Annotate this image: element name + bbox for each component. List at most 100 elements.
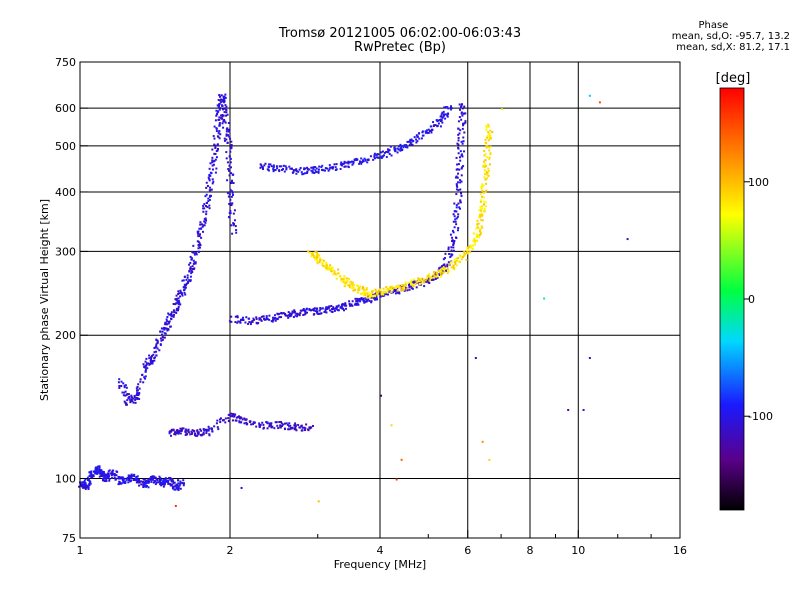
data-point — [288, 165, 291, 168]
data-point — [485, 141, 488, 144]
data-point — [394, 149, 397, 152]
data-point — [195, 253, 198, 256]
data-point — [385, 150, 388, 153]
data-point — [335, 277, 338, 280]
data-point — [292, 311, 295, 314]
data-point — [139, 380, 142, 383]
data-point — [339, 167, 342, 170]
data-point — [167, 322, 170, 325]
data-point — [481, 190, 484, 193]
data-point — [454, 176, 457, 179]
data-point — [241, 418, 244, 421]
data-point — [255, 316, 258, 319]
data-point — [489, 153, 492, 156]
data-point — [459, 201, 462, 204]
data-point — [205, 432, 208, 435]
data-point — [285, 167, 288, 170]
data-point — [453, 210, 456, 213]
data-point — [194, 251, 197, 254]
data-point — [240, 486, 243, 489]
data-point — [383, 294, 386, 297]
data-point — [379, 155, 382, 158]
data-point — [104, 475, 107, 478]
data-point — [417, 132, 420, 135]
data-point — [459, 105, 462, 108]
data-point — [143, 483, 146, 486]
data-point — [306, 170, 309, 173]
data-point — [457, 227, 460, 230]
data-point — [413, 136, 416, 139]
data-point — [192, 251, 195, 254]
data-point — [385, 288, 388, 291]
data-point — [211, 182, 214, 185]
data-point — [121, 476, 124, 479]
data-point — [170, 318, 173, 321]
x-tick-label: 1 — [77, 544, 84, 557]
data-point — [144, 484, 147, 487]
data-point — [170, 311, 173, 314]
data-point — [294, 425, 297, 428]
data-point — [343, 162, 346, 165]
data-point — [301, 426, 304, 429]
data-point — [160, 484, 163, 487]
data-point — [160, 339, 163, 342]
data-point — [441, 269, 444, 272]
data-point — [125, 402, 128, 405]
data-point — [306, 168, 309, 171]
data-point — [343, 285, 346, 288]
data-point — [420, 277, 423, 280]
data-point — [432, 276, 435, 279]
data-point — [331, 310, 334, 313]
data-point — [452, 264, 455, 267]
data-point — [476, 223, 479, 226]
data-point — [182, 427, 185, 430]
data-point — [278, 316, 281, 319]
data-point — [457, 213, 460, 216]
data-point — [375, 290, 378, 293]
y-tick-label: 300 — [55, 245, 76, 258]
data-point — [326, 167, 329, 170]
data-point — [269, 163, 272, 166]
data-point — [139, 480, 142, 483]
data-point — [457, 136, 460, 139]
data-point — [200, 434, 203, 437]
data-point — [311, 171, 314, 174]
data-point — [268, 318, 271, 321]
data-point — [240, 416, 243, 419]
data-point — [266, 317, 269, 320]
data-point — [221, 122, 224, 125]
data-point — [266, 168, 269, 171]
data-point — [439, 125, 442, 128]
data-point — [160, 333, 163, 336]
data-point — [274, 319, 277, 322]
data-point — [455, 184, 458, 187]
data-point — [311, 308, 314, 311]
data-point — [289, 167, 292, 170]
data-point — [172, 309, 175, 312]
data-point — [412, 283, 415, 286]
data-point — [118, 384, 121, 387]
data-point — [270, 320, 273, 323]
data-point — [320, 259, 323, 262]
data-point — [465, 258, 468, 261]
data-point — [377, 289, 380, 292]
data-point — [280, 316, 283, 319]
data-point — [133, 394, 136, 397]
data-point — [203, 429, 206, 432]
data-point — [182, 484, 185, 487]
data-point — [159, 482, 162, 485]
data-point — [168, 432, 171, 435]
data-point — [253, 318, 256, 321]
data-point — [282, 312, 285, 315]
data-point — [218, 122, 221, 125]
data-point — [443, 113, 446, 116]
data-point — [155, 338, 158, 341]
data-point — [261, 421, 264, 424]
data-point — [145, 357, 148, 360]
data-point — [245, 423, 248, 426]
data-point — [159, 337, 162, 340]
data-point — [440, 270, 443, 273]
data-point — [314, 258, 317, 261]
data-point — [462, 136, 465, 139]
data-point — [149, 359, 152, 362]
